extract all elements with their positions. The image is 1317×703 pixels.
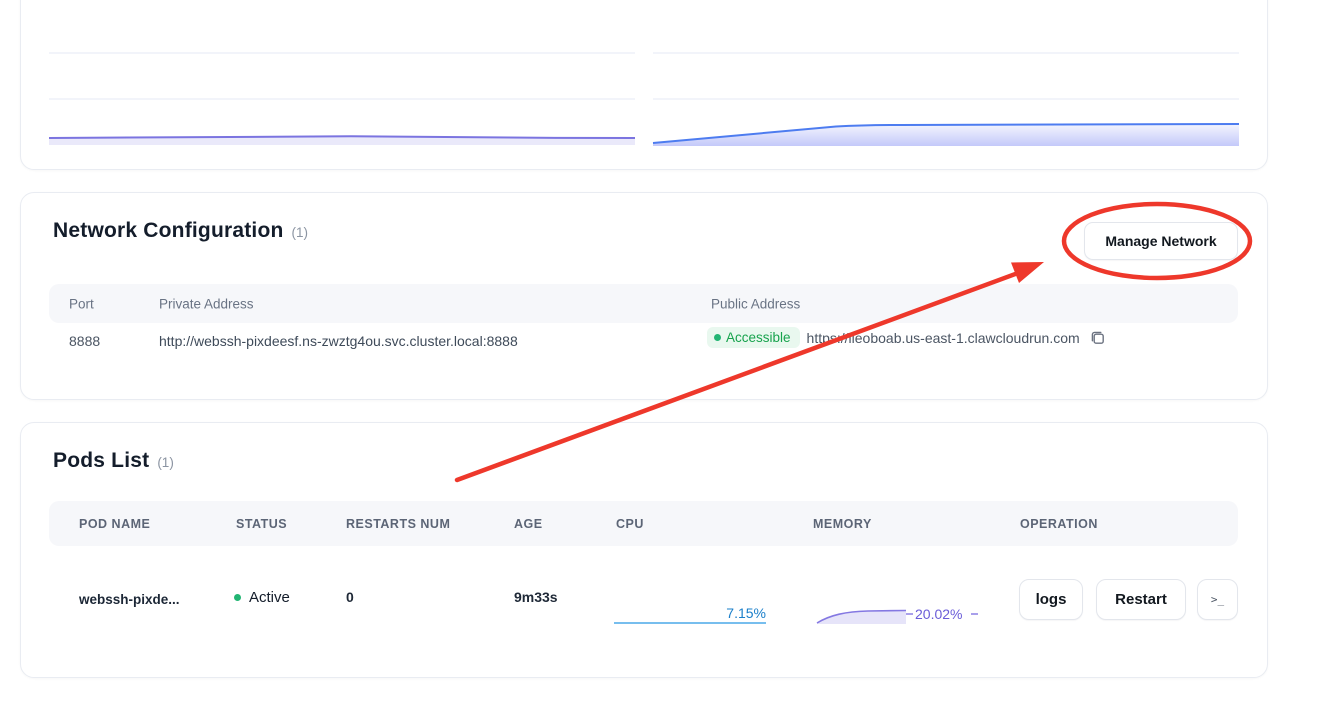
col-pod-name: POD NAME: [79, 516, 151, 531]
terminal-button[interactable]: >_: [1197, 579, 1238, 620]
pods-count: (1): [157, 455, 174, 470]
col-age: AGE: [514, 516, 543, 531]
network-count: (1): [291, 225, 309, 240]
port-value: 8888: [69, 333, 101, 349]
pods-section-title: Pods List (1): [53, 449, 174, 473]
network-configuration-card: Network Configuration (1) Manage Network…: [20, 192, 1268, 400]
col-operation: OPERATION: [1020, 516, 1098, 531]
pods-title: Pods List: [53, 449, 150, 472]
monitor-right-line: [652, 123, 1240, 144]
col-status: STATUS: [236, 516, 288, 531]
monitor-card: [20, 0, 1268, 170]
network-table-header: Port Private Address Public Address: [49, 284, 1238, 323]
manage-network-button[interactable]: Manage Network: [1084, 222, 1238, 260]
public-address-cell: Accessible https://ileoboab.us-east-1.cl…: [707, 327, 1106, 348]
monitor-right-area: [653, 124, 1239, 146]
monitor-charts: [48, 52, 1240, 146]
status-dot-icon: [714, 334, 721, 341]
pod-status-label: Active: [249, 589, 290, 606]
pods-list-card: Pods List (1) POD NAME STATUS RESTARTS N…: [20, 422, 1268, 678]
pod-status-value: Active: [234, 589, 290, 606]
copy-icon[interactable]: [1089, 329, 1106, 346]
pods-table-header: POD NAME STATUS RESTARTS NUM AGE CPU MEM…: [49, 501, 1238, 546]
monitor-left-line: [48, 135, 636, 139]
pod-age-value: 9m33s: [514, 589, 558, 605]
pod-name-value: webssh-pixde...: [79, 592, 180, 607]
accessible-badge: Accessible: [707, 327, 800, 348]
memory-sparkline: 20.02%: [816, 606, 978, 624]
cpu-sparkline: 7.15%: [614, 605, 766, 624]
col-restarts-num: RESTARTS NUM: [346, 516, 451, 531]
memory-percent-label: 20.02%: [915, 606, 962, 622]
network-title: Network Configuration: [53, 219, 284, 242]
private-address-value: http://webssh-pixdeesf.ns-zwztg4ou.svc.c…: [159, 333, 518, 349]
monitor-left-area: [49, 136, 635, 145]
col-memory: MEMORY: [813, 516, 872, 531]
terminal-icon: >_: [1210, 593, 1225, 606]
accessible-label: Accessible: [726, 330, 791, 345]
col-public-address: Public Address: [711, 296, 801, 311]
status-dot-icon: [234, 594, 241, 601]
network-section-title: Network Configuration (1): [53, 219, 308, 243]
col-private-address: Private Address: [159, 296, 254, 311]
restart-button[interactable]: Restart: [1096, 579, 1186, 620]
col-port: Port: [69, 296, 94, 311]
logs-button[interactable]: logs: [1019, 579, 1083, 620]
col-cpu: CPU: [616, 516, 644, 531]
public-address-link[interactable]: https://ileoboab.us-east-1.clawcloudrun.…: [806, 329, 1080, 346]
cpu-percent-label: 7.15%: [726, 605, 766, 621]
pod-restarts-value: 0: [346, 589, 354, 605]
